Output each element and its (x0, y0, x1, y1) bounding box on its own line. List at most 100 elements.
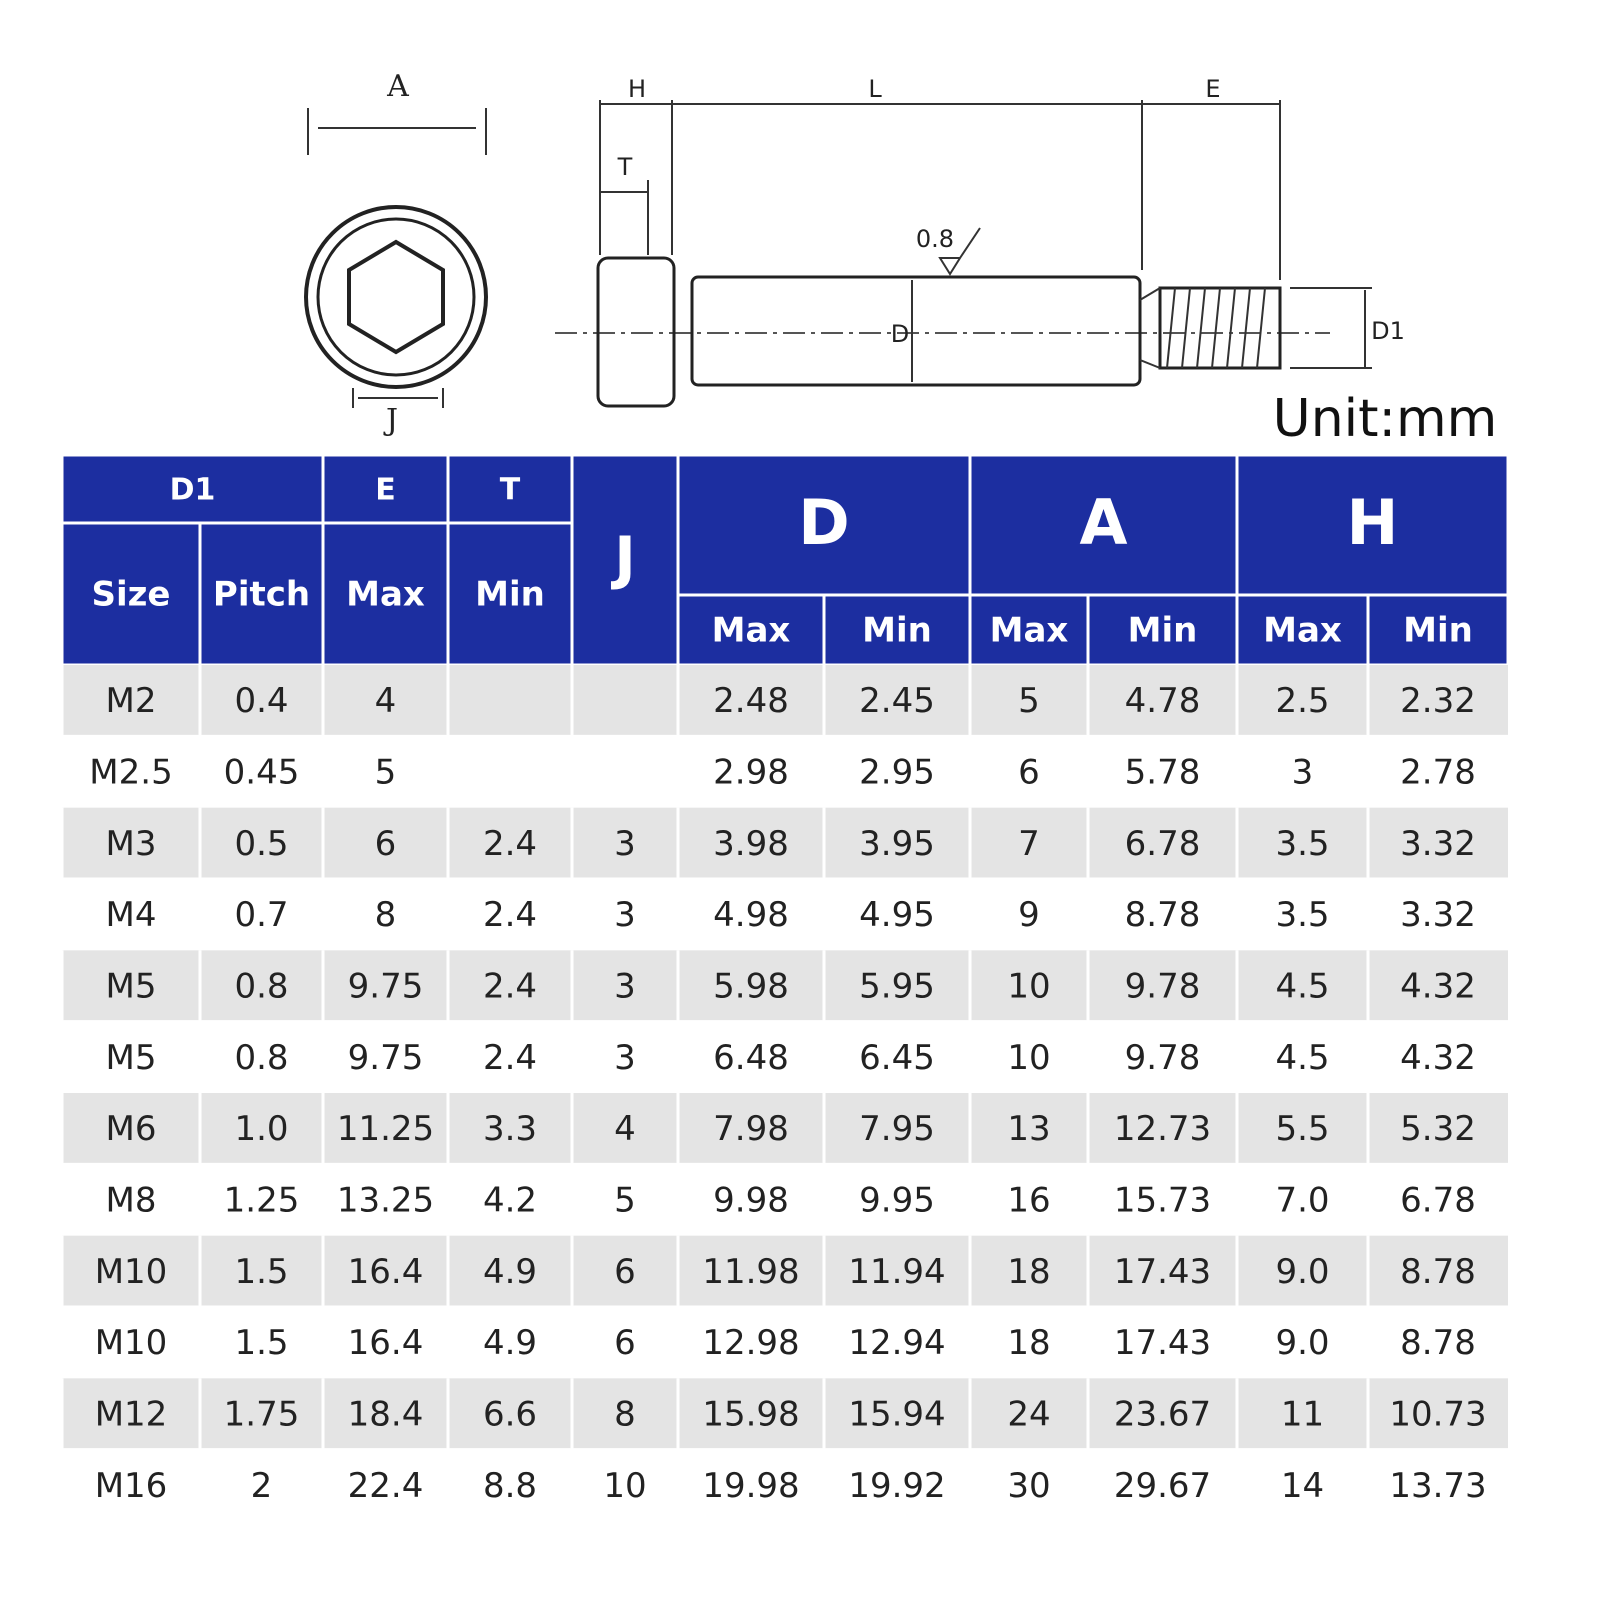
cell: 13 (1007, 1109, 1050, 1149)
group-header: D (798, 486, 849, 559)
cell: 6.78 (1400, 1181, 1476, 1221)
cell: 16.4 (348, 1252, 424, 1292)
sub-header: Pitch (213, 575, 310, 615)
row-bg (62, 1235, 1508, 1307)
cell: 14 (1281, 1466, 1324, 1506)
cell: 0.8 (234, 1038, 288, 1078)
side-view: H L E T 0.8 D D1 (555, 75, 1405, 408)
cell: 3.32 (1400, 895, 1476, 935)
header-cell (1086, 593, 1239, 667)
cell: 1.0 (234, 1109, 288, 1149)
label-roughness: 0.8 (916, 225, 954, 253)
cell: 2.5 (1275, 681, 1329, 721)
label-t: T (617, 153, 633, 181)
cell: 9 (1018, 895, 1040, 935)
cell: 2.48 (713, 681, 789, 721)
cell: 11.25 (337, 1109, 434, 1149)
row-bg (62, 736, 1508, 808)
unit-label: Unit:mm (1273, 389, 1498, 449)
row-bg (62, 807, 1508, 879)
cell: 5 (375, 753, 397, 793)
cell: 7.95 (859, 1109, 935, 1149)
cell: 7 (1018, 824, 1040, 864)
cell: 5 (1018, 681, 1040, 721)
cell: 17.43 (1114, 1252, 1211, 1292)
header-cell (676, 593, 826, 667)
cell: M10 (95, 1252, 168, 1292)
sub-header: Min (1128, 611, 1198, 651)
cell: 5.32 (1400, 1109, 1476, 1149)
cell: 1.5 (234, 1252, 288, 1292)
cell: 5.98 (713, 967, 789, 1007)
cell: 3.5 (1275, 895, 1329, 935)
cell: 2.45 (859, 681, 935, 721)
cell: 23.67 (1114, 1395, 1211, 1435)
cell: 2.4 (483, 824, 537, 864)
end-view: A J (304, 69, 488, 438)
cell: 12.98 (702, 1323, 799, 1363)
cell: M3 (106, 824, 157, 864)
sub-header: Min (1403, 611, 1473, 651)
cell: 2 (251, 1466, 273, 1506)
cell: 4.32 (1400, 967, 1476, 1007)
cell: 4.78 (1125, 681, 1201, 721)
cell: 9.75 (348, 1038, 424, 1078)
cell: 3 (614, 1038, 636, 1078)
sub-header: Size (92, 575, 171, 615)
cell: 6.78 (1125, 824, 1201, 864)
cell: 3.3 (483, 1109, 537, 1149)
cell: 22.4 (348, 1466, 424, 1506)
cell: 6.48 (713, 1038, 789, 1078)
cell: 9.95 (859, 1181, 935, 1221)
cell: 3 (614, 895, 636, 935)
cell: 10 (1007, 967, 1050, 1007)
cell: 0.4 (234, 681, 288, 721)
cell: 9.78 (1125, 967, 1201, 1007)
row-bg (62, 1449, 1508, 1521)
cell: M6 (106, 1109, 157, 1149)
cell: 5 (614, 1181, 636, 1221)
group-header: J (610, 524, 636, 592)
cell: 4.9 (483, 1252, 537, 1292)
cell: 8.78 (1400, 1323, 1476, 1363)
cell: 4.5 (1275, 967, 1329, 1007)
cell: 2.95 (859, 753, 935, 793)
cell: 7.98 (713, 1109, 789, 1149)
label-j: J (383, 403, 398, 438)
header-cell (1366, 593, 1510, 667)
row-bg (62, 665, 1508, 737)
cell: 8.8 (483, 1466, 537, 1506)
cell: 9.75 (348, 967, 424, 1007)
cell: M8 (106, 1181, 157, 1221)
cell: 1.25 (224, 1181, 300, 1221)
cell: 6 (1018, 753, 1040, 793)
cell: 12.73 (1114, 1109, 1211, 1149)
header-cell (60, 453, 325, 525)
cell: 4.2 (483, 1181, 537, 1221)
cell: 9.0 (1275, 1323, 1329, 1363)
row-bg (62, 1021, 1508, 1093)
cell: 2.4 (483, 1038, 537, 1078)
cell: 19.98 (702, 1466, 799, 1506)
cell: M5 (106, 1038, 157, 1078)
cell: 8 (375, 895, 397, 935)
cell: 1.75 (224, 1395, 300, 1435)
cell: 24 (1007, 1395, 1050, 1435)
cell: 13.73 (1389, 1466, 1486, 1506)
cell: 19.92 (848, 1466, 945, 1506)
sub-header: Max (712, 611, 791, 651)
cell: 2.4 (483, 895, 537, 935)
cell: 5.78 (1125, 753, 1201, 793)
row-bg (62, 879, 1508, 951)
cell: 3 (1292, 753, 1314, 793)
sub-header: Max (346, 575, 425, 615)
label-a: A (386, 69, 409, 104)
cell: 10 (1007, 1038, 1050, 1078)
cell: M12 (95, 1395, 168, 1435)
sub-header: Max (990, 611, 1069, 651)
row-bg (62, 950, 1508, 1022)
cell: 4 (375, 681, 397, 721)
cell: 15.94 (848, 1395, 945, 1435)
header-cell (968, 593, 1090, 667)
